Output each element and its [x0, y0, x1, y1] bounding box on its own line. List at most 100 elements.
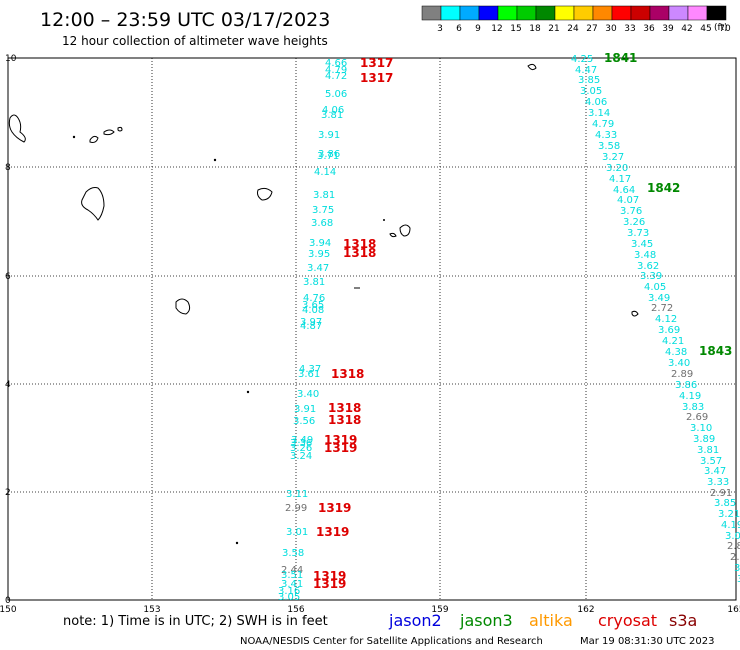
island-outline: [175, 298, 191, 315]
island-dot: [246, 390, 250, 394]
wave-height-value: 3.68: [311, 218, 333, 229]
wave-height-value: 3.61: [298, 369, 320, 380]
wave-height-value: 4.79: [592, 119, 614, 130]
legend-swatch: [611, 5, 632, 21]
wave-height-value: 4.14: [314, 167, 336, 178]
legend-label: 21: [548, 24, 559, 34]
wave-height-value: 3.47: [704, 466, 726, 477]
wave-height-value: 3.11: [286, 489, 308, 500]
legend-label: 36: [643, 24, 655, 34]
wave-height-value: 3.95: [308, 249, 330, 260]
wave-height-value: 3.26: [623, 217, 645, 228]
wave-height-value: 2.69: [686, 412, 708, 423]
wave-height-value: 3.86: [318, 149, 340, 160]
wave-height-value: 4.66: [325, 58, 347, 69]
x-tick-label: 150: [0, 605, 17, 615]
legend-label: 27: [586, 24, 597, 34]
island-dots: [72, 135, 385, 545]
pass-number: 1318: [328, 401, 361, 415]
y-tick-label: 8: [5, 163, 11, 173]
legend-label: 30: [605, 24, 617, 34]
wave-height-value: 4.06: [585, 97, 607, 108]
wave-height-value: 3.39: [640, 271, 662, 282]
x-tick-label: 153: [143, 605, 160, 615]
wave-height-value: 4.76: [303, 293, 325, 304]
x-tick-label: 156: [287, 605, 304, 615]
legend-label: 70: [719, 24, 731, 34]
wave-height-value: 4.87: [300, 321, 322, 332]
wave-height-value: 3.81: [313, 190, 335, 201]
pass-number: 1843: [699, 344, 732, 358]
legend-label: 9: [475, 24, 481, 34]
wave-height-value: 4.19: [679, 391, 701, 402]
pass-number: 1318: [343, 237, 376, 251]
wave-height-value: 3.91: [318, 130, 340, 141]
legend-label: 39: [662, 24, 674, 34]
island-outline: [631, 310, 639, 317]
island-outline: [257, 187, 273, 201]
wave-height-value: 3.45: [631, 239, 653, 250]
wave-height-value: 3.20: [606, 163, 628, 174]
wave-height-value: 3.86: [675, 380, 697, 391]
legend-swatch: [478, 5, 499, 21]
wave-height-value: 3.40: [297, 389, 319, 400]
x-tick-label: 165: [727, 605, 740, 615]
island-outline: [81, 187, 105, 221]
mission-label: altika: [529, 611, 573, 630]
legend-label: 15: [510, 24, 521, 34]
map-title: 12:00 – 23:59 UTC 03/17/2023: [40, 9, 330, 31]
pass-number: 1317: [360, 56, 393, 70]
legend-label: 3: [437, 24, 443, 34]
pass-number: 1319: [313, 577, 346, 591]
island-outline: [103, 129, 115, 136]
wave-height-value: 4.12: [655, 314, 677, 325]
wave-height-value: 4.38: [665, 347, 687, 358]
wave-height-value: 3.51: [281, 570, 303, 581]
legend-label: 42: [681, 24, 692, 34]
y-tick-label: 2: [5, 488, 11, 498]
y-tick-label: 0: [5, 596, 11, 606]
wave-height-value: 3.85: [578, 75, 600, 86]
island-outline: [8, 114, 26, 143]
map-frame: [7, 57, 737, 601]
wave-height-value: 3.: [737, 574, 740, 585]
mission-label: s3a: [669, 611, 697, 630]
legend-swatch: [440, 5, 461, 21]
wave-height-value: 4.64: [613, 185, 635, 196]
pass-number: 1319: [324, 441, 357, 455]
mission-legend: jason2 jason3 altika cryosat s3a: [388, 611, 697, 630]
wave-height-value: 3.81: [303, 277, 325, 288]
legend-swatch: [554, 5, 575, 21]
pass-number: 1842: [647, 181, 680, 195]
wave-height-value: 3.62: [637, 261, 659, 272]
legend-label: 12: [491, 24, 502, 34]
legend-label: 33: [624, 24, 635, 34]
wave-height-value: 3.76: [620, 206, 642, 217]
wave-height-value: 3.58: [598, 141, 620, 152]
color-legend: 3 6 9 12 15 18 21 24 27 30 33 36 39 42 45 70: [421, 5, 731, 34]
island-outline: [117, 126, 123, 132]
wave-height-value: 3.40: [668, 358, 690, 369]
legend-swatch: [459, 5, 480, 21]
footnote: note: 1) Time is in UTC; 2) SWH is in fe…: [63, 614, 328, 629]
wave-height-value: 3.05: [580, 86, 602, 97]
x-tick-label: 162: [577, 605, 594, 615]
wave-height-value: 3.48: [634, 250, 656, 261]
legend-unit: (ft): [714, 23, 728, 33]
mission-label: cryosat: [598, 611, 657, 630]
wave-height-value: 4.37: [299, 364, 321, 375]
wave-height-value: 3.75: [312, 205, 334, 216]
pass-numbers: 1317131713181318131813181318131913191319…: [313, 51, 732, 591]
wave-height-value: 3.33: [707, 477, 729, 488]
wave-height-value: 3.83: [682, 402, 704, 413]
wave-height-value: 3.36: [290, 438, 312, 449]
map-area: 1501531561591621650246810 4.664.794.725.…: [0, 51, 740, 615]
wave-height-value: 2.91: [710, 488, 732, 499]
wave-height-value: 3.85: [714, 498, 736, 509]
legend-swatch: [706, 5, 727, 21]
pass-number: 1319: [313, 569, 346, 583]
wave-height-value: 3.58: [282, 548, 304, 559]
wave-height-value: 3.49: [648, 293, 670, 304]
island-outline: [527, 63, 537, 71]
